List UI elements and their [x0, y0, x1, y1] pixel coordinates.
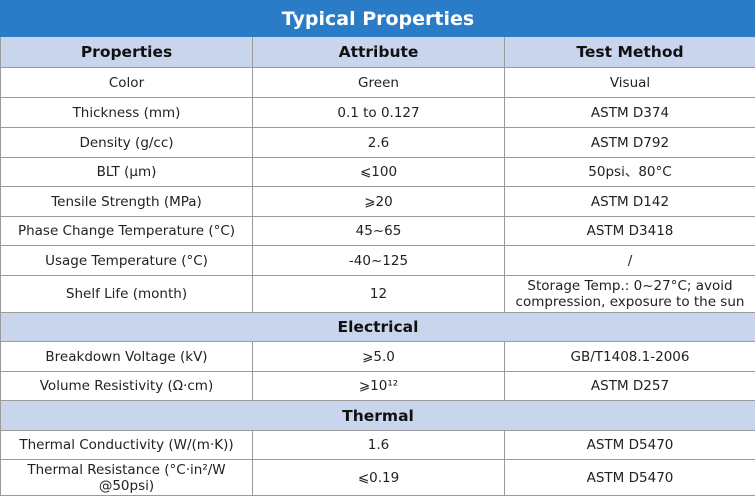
- table-cell: ASTM D792: [505, 128, 755, 158]
- table-cell: ⩽100: [253, 158, 505, 187]
- table-cell: 12: [253, 276, 505, 313]
- table-cell: 0.1 to 0.127: [253, 98, 505, 128]
- table-cell: ⩾5.0: [253, 342, 505, 372]
- table-cell: ⩾10¹²: [253, 372, 505, 401]
- table-cell: Storage Temp.: 0~27°C; avoid compression…: [505, 276, 755, 313]
- table-cell: ASTM D3418: [505, 217, 755, 246]
- column-header: Attribute: [253, 37, 505, 68]
- table-cell: Breakdown Voltage (kV): [1, 342, 253, 372]
- table-cell: ASTM D142: [505, 187, 755, 217]
- section-header: Thermal: [1, 401, 755, 431]
- table-cell: Green: [253, 68, 505, 98]
- table-cell: 45~65: [253, 217, 505, 246]
- table-title: Typical Properties: [1, 1, 755, 37]
- table-cell: ASTM D374: [505, 98, 755, 128]
- table-row: Thermal Resistance (°C·in²/W @50psi)⩽0.1…: [1, 460, 755, 496]
- table-cell: -40~125: [253, 246, 505, 276]
- table-cell: ASTM D257: [505, 372, 755, 401]
- section-header: Electrical: [1, 313, 755, 342]
- table-cell: Usage Temperature (°C): [1, 246, 253, 276]
- column-header: Test Method: [505, 37, 755, 68]
- table-row: Typical Properties: [1, 1, 755, 37]
- table-cell: Color: [1, 68, 253, 98]
- table-cell: GB/T1408.1-2006: [505, 342, 755, 372]
- table-cell: Thermal Conductivity (W/(m·K)): [1, 431, 253, 460]
- table-cell: ASTM D5470: [505, 460, 755, 496]
- table-cell: Tensile Strength (MPa): [1, 187, 253, 217]
- table-cell: Shelf Life (month): [1, 276, 253, 313]
- table-cell: ASTM D5470: [505, 431, 755, 460]
- table-row: Electrical: [1, 313, 755, 342]
- table-cell: BLT (μm): [1, 158, 253, 187]
- table-row: Thermal: [1, 401, 755, 431]
- table-cell: Thickness (mm): [1, 98, 253, 128]
- table-cell: Density (g/cc): [1, 128, 253, 158]
- table-cell: Visual: [505, 68, 755, 98]
- table-cell: ⩾20: [253, 187, 505, 217]
- table-cell: 2.6: [253, 128, 505, 158]
- column-header: Properties: [1, 37, 253, 68]
- table-cell: Thermal Resistance (°C·in²/W @50psi): [1, 460, 253, 496]
- table-cell: 50psi、80°C: [505, 158, 755, 187]
- table-cell: /: [505, 246, 755, 276]
- table-cell: 1.6: [253, 431, 505, 460]
- table-cell: ⩽0.19: [253, 460, 505, 496]
- table-cell: Volume Resistivity (Ω·cm): [1, 372, 253, 401]
- table-row: Usage Temperature (°C)-40~125/: [1, 246, 755, 276]
- table-cell: Phase Change Temperature (°C): [1, 217, 253, 246]
